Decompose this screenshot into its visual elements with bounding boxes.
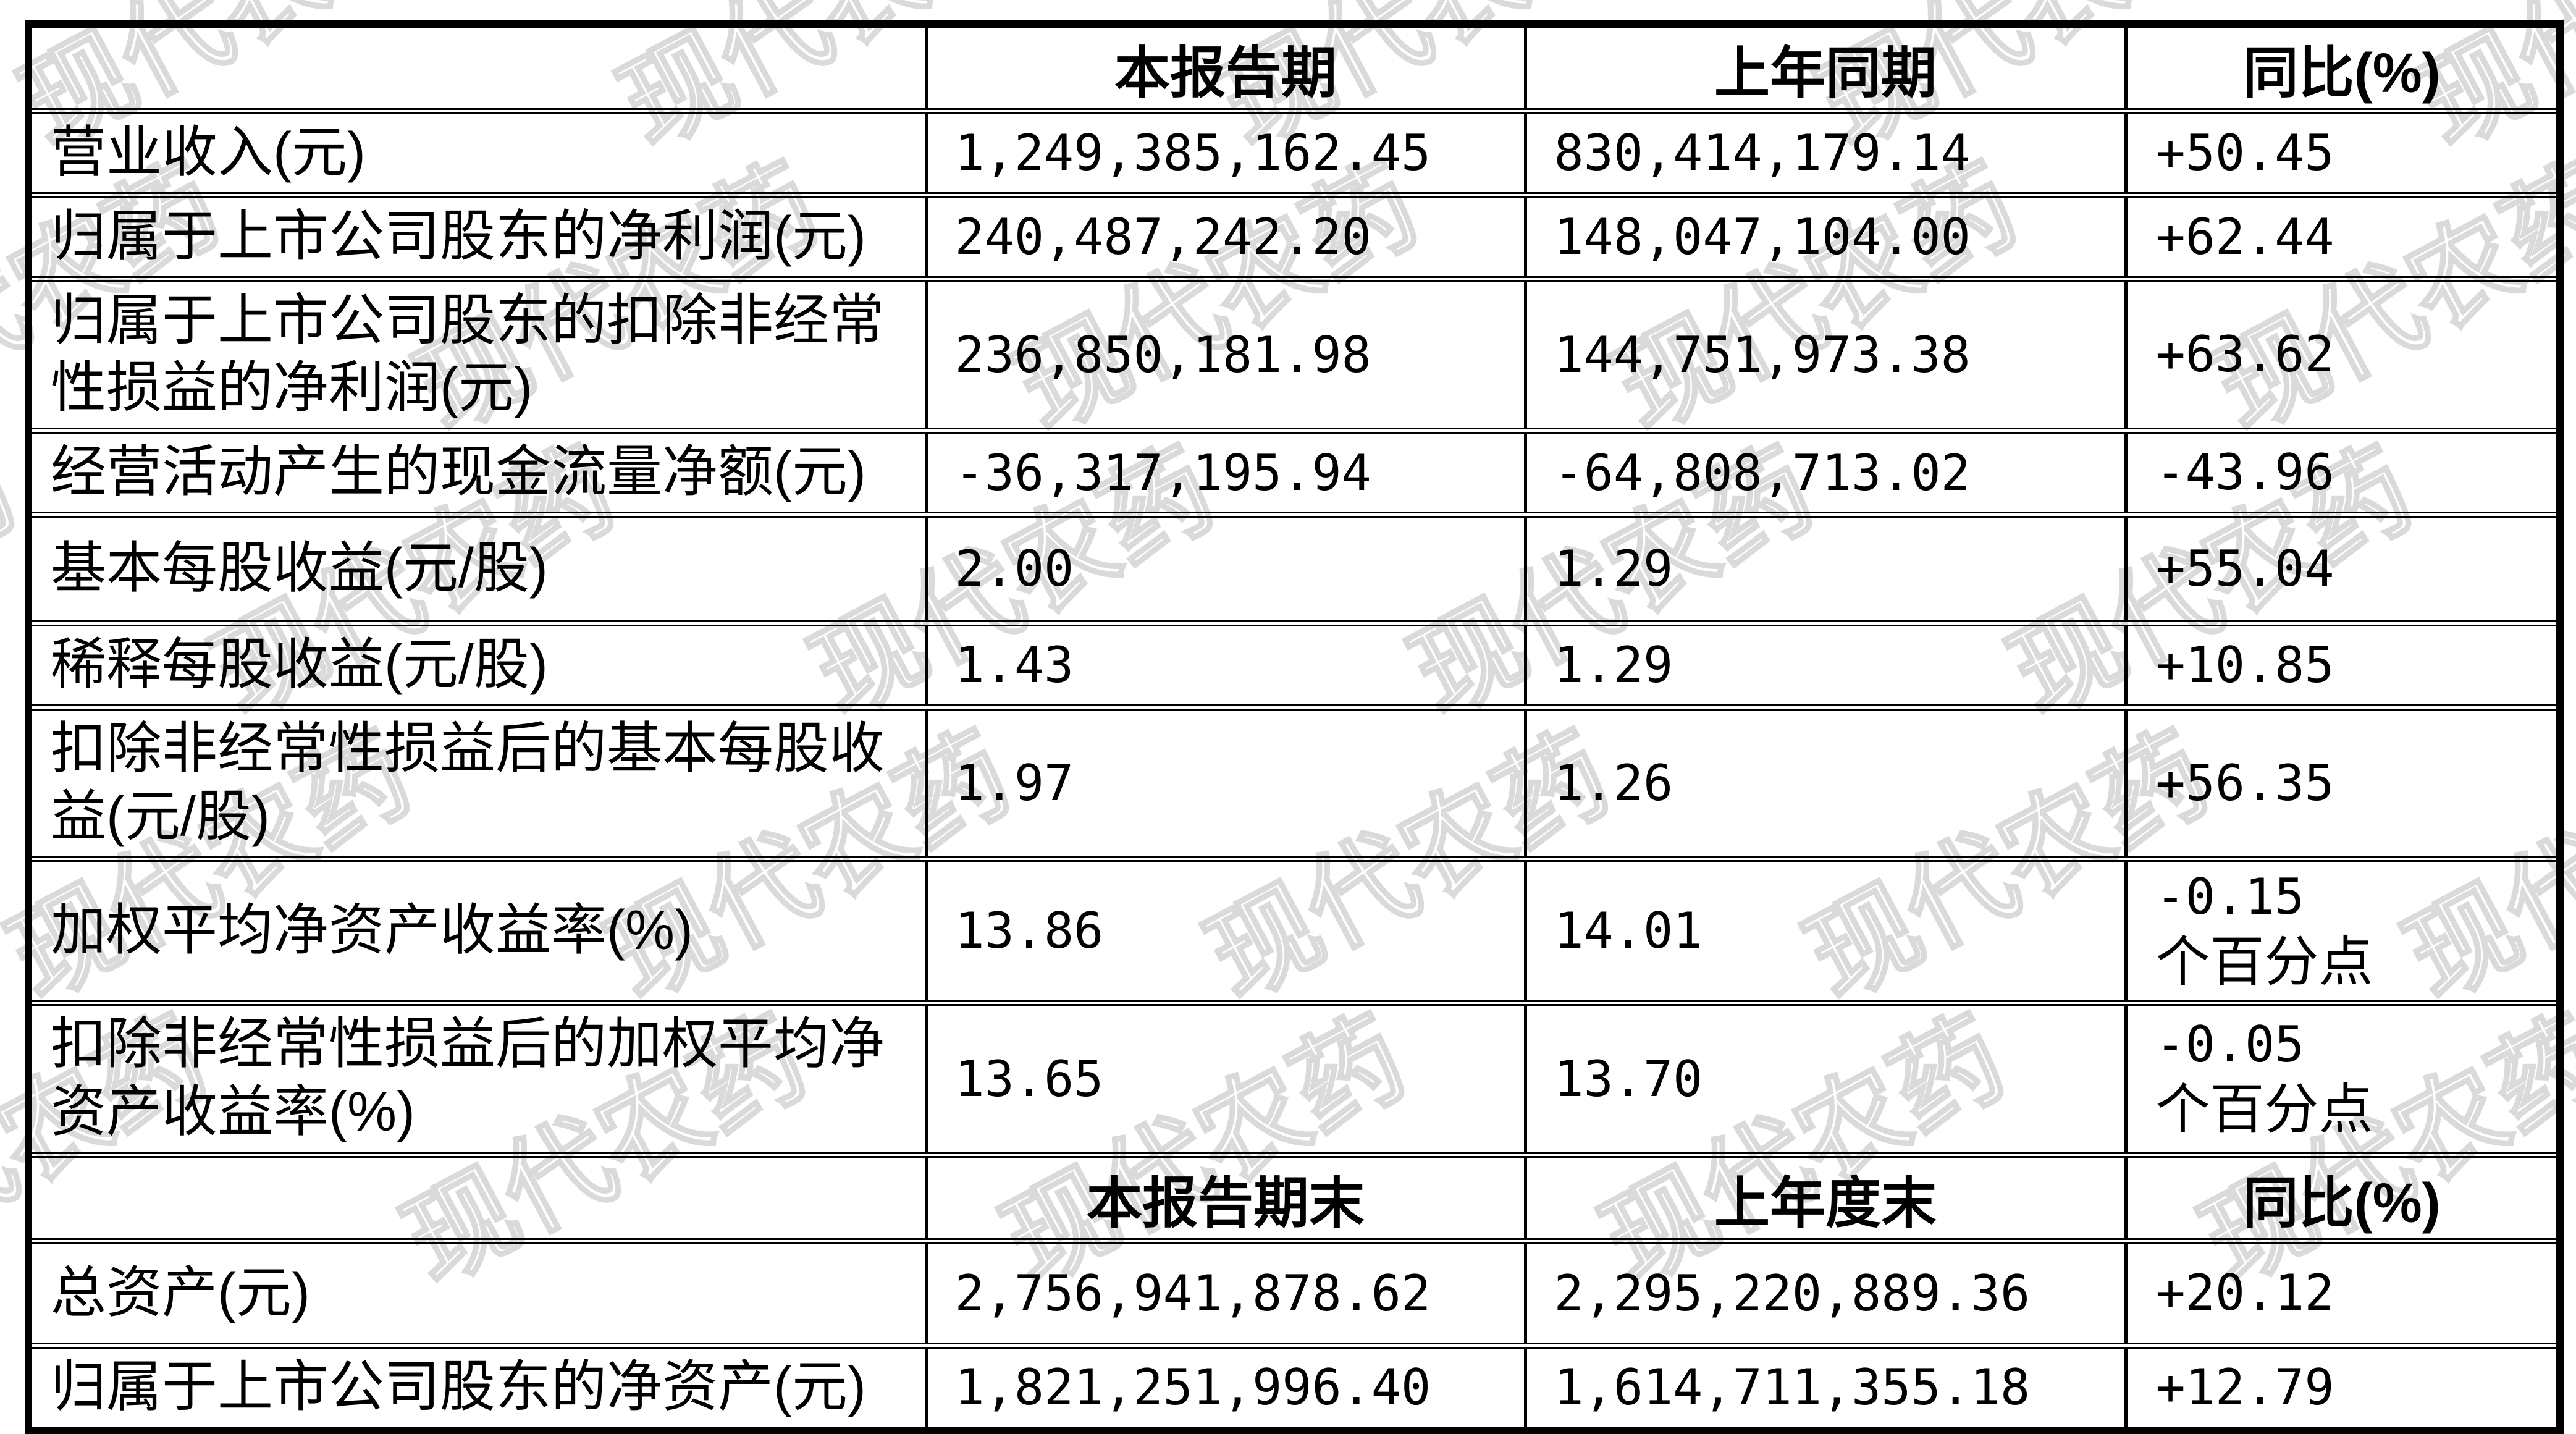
yoy-value-cell: -0.05 个百分点 (2124, 1003, 2562, 1155)
current-period-value-cell: 13.86 (924, 859, 1527, 1003)
metric-label-cell: 归属于上市公司股东的扣除非经常性损益的净利润(元) (27, 279, 928, 431)
corner-cell-2 (27, 1154, 928, 1241)
metric-label-cell: 扣除非经常性损益后的基本每股收益(元/股) (27, 707, 928, 859)
table-row: 经营活动产生的现金流量净额(元) -36,317,195.94 -64,808,… (27, 431, 2562, 515)
current-period-value-cell: 1.43 (924, 623, 1527, 707)
metric-label-cell: 扣除非经常性损益后的加权平均净资产收益率(%) (27, 1003, 928, 1155)
prior-period-value-cell: 1.29 (1523, 514, 2128, 623)
yoy-value: -43.96 (2155, 444, 2334, 502)
yoy-value-cell: +63.62 (2124, 279, 2562, 431)
yoy-value: +12.79 (2155, 1358, 2334, 1416)
metric-label-cell: 归属于上市公司股东的净利润(元) (27, 195, 928, 279)
current-period-value-cell: 1.97 (924, 707, 1527, 859)
metric-label-cell: 稀释每股收益(元/股) (27, 623, 928, 707)
prior-period-value-cell: 13.70 (1523, 1003, 2128, 1155)
current-period-value-cell: 13.65 (924, 1003, 1527, 1155)
prior-period-value-cell: 1,614,711,355.18 (1523, 1345, 2128, 1430)
yoy-value-cell: -0.15 个百分点 (2124, 859, 2562, 1003)
yoy-value: +20.12 (2155, 1264, 2334, 1322)
prior-period-value-cell: 1.26 (1523, 707, 2128, 859)
yoy-value: +63.62 (2155, 326, 2334, 384)
yoy-value: +10.85 (2155, 636, 2334, 694)
yoy-value: +62.44 (2155, 208, 2334, 266)
yoy-unit: 个百分点 (2155, 930, 2373, 992)
yoy-value: +50.45 (2155, 124, 2334, 182)
yoy-value: -0.05 (2155, 1016, 2305, 1074)
header-current-period: 本报告期 (924, 24, 1527, 111)
financial-summary-table: 本报告期 上年同期 同比(%) 营业收入(元) 1,249,385,162.45… (25, 20, 2564, 1434)
yoy-value-cell: -43.96 (2124, 431, 2562, 515)
table-row: 归属于上市公司股东的净利润(元) 240,487,242.20 148,047,… (27, 195, 2562, 279)
yoy-unit: 个百分点 (2155, 1079, 2373, 1141)
header-current-period-end: 本报告期末 (924, 1154, 1527, 1241)
prior-period-value-cell: 14.01 (1523, 859, 2128, 1003)
current-period-value-cell: -36,317,195.94 (924, 431, 1527, 515)
prior-period-value-cell: 148,047,104.00 (1523, 195, 2128, 279)
current-period-value-cell: 2.00 (924, 514, 1527, 623)
yoy-value-cell: +62.44 (2124, 195, 2562, 279)
table-row: 加权平均净资产收益率(%) 13.86 14.01 -0.15 个百分点 (27, 859, 2562, 1003)
header-prior-period: 上年同期 (1523, 24, 2128, 111)
current-period-value-cell: 1,821,251,996.40 (924, 1345, 1527, 1430)
current-period-value-cell: 2,756,941,878.62 (924, 1241, 1527, 1346)
corner-cell (27, 24, 928, 111)
metric-label-cell: 营业收入(元) (27, 111, 928, 195)
table-row: 稀释每股收益(元/股) 1.43 1.29 +10.85 (27, 623, 2562, 707)
metric-label-cell: 总资产(元) (27, 1241, 928, 1346)
yoy-value-cell: +55.04 (2124, 514, 2562, 623)
table-row: 扣除非经常性损益后的加权平均净资产收益率(%) 13.65 13.70 -0.0… (27, 1003, 2562, 1155)
yoy-value: +55.04 (2155, 539, 2334, 597)
metric-label-cell: 基本每股收益(元/股) (27, 514, 928, 623)
yoy-value-cell: +10.85 (2124, 623, 2562, 707)
yoy-value-cell: +56.35 (2124, 707, 2562, 859)
prior-period-value-cell: -64,808,713.02 (1523, 431, 2128, 515)
prior-period-value-cell: 2,295,220,889.36 (1523, 1241, 2128, 1346)
table-row: 营业收入(元) 1,249,385,162.45 830,414,179.14 … (27, 111, 2562, 195)
current-period-value-cell: 236,850,181.98 (924, 279, 1527, 431)
prior-period-value-cell: 1.29 (1523, 623, 2128, 707)
table-row: 归属于上市公司股东的净资产(元) 1,821,251,996.40 1,614,… (27, 1345, 2562, 1430)
table-row: 基本每股收益(元/股) 2.00 1.29 +55.04 (27, 514, 2562, 623)
table-row: 扣除非经常性损益后的基本每股收益(元/股) 1.97 1.26 +56.35 (27, 707, 2562, 859)
header-yoy-2: 同比(%) (2124, 1154, 2562, 1241)
yoy-value: -0.15 (2155, 867, 2305, 926)
yoy-value-cell: +20.12 (2124, 1241, 2562, 1346)
current-period-value-cell: 240,487,242.20 (924, 195, 1527, 279)
prior-period-value-cell: 830,414,179.14 (1523, 111, 2128, 195)
metric-label-cell: 经营活动产生的现金流量净额(元) (27, 431, 928, 515)
table-row: 归属于上市公司股东的扣除非经常性损益的净利润(元) 236,850,181.98… (27, 279, 2562, 431)
metric-label-cell: 加权平均净资产收益率(%) (27, 859, 928, 1003)
header-prior-year-end: 上年度末 (1523, 1154, 2128, 1241)
yoy-value-cell: +50.45 (2124, 111, 2562, 195)
yoy-value: +56.35 (2155, 754, 2334, 812)
current-period-value-cell: 1,249,385,162.45 (924, 111, 1527, 195)
yoy-value-cell: +12.79 (2124, 1345, 2562, 1430)
prior-period-value-cell: 144,751,973.38 (1523, 279, 2128, 431)
table-header-row-1: 本报告期 上年同期 同比(%) (27, 24, 2562, 111)
metric-label-cell: 归属于上市公司股东的净资产(元) (27, 1345, 928, 1430)
table-header-row-2: 本报告期末 上年度末 同比(%) (27, 1154, 2562, 1241)
header-yoy: 同比(%) (2124, 24, 2562, 111)
table-row: 总资产(元) 2,756,941,878.62 2,295,220,889.36… (27, 1241, 2562, 1346)
